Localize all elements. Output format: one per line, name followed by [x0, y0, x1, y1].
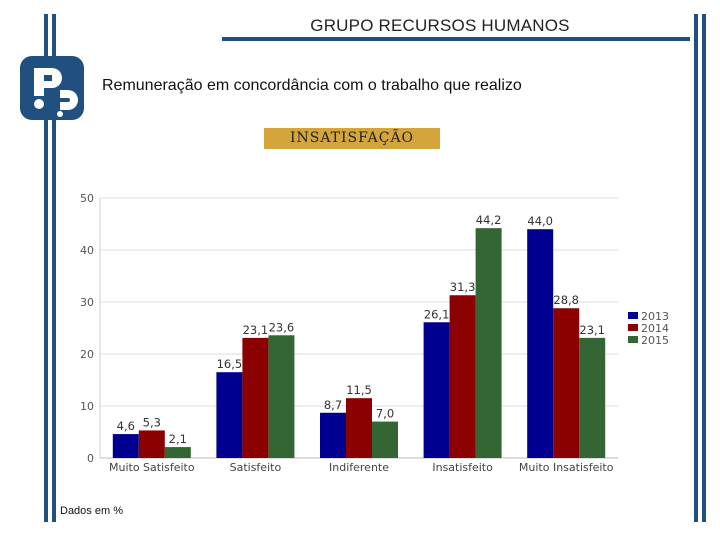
y-tick-label: 20 — [80, 348, 94, 361]
data-label: 4,6 — [117, 419, 135, 433]
x-tick-label: Satisfeito — [230, 461, 282, 474]
bar-2014 — [553, 308, 580, 458]
bar-2015 — [372, 421, 398, 458]
data-label: 8,7 — [324, 398, 342, 412]
bar-2013 — [216, 372, 243, 458]
data-label: 16,5 — [217, 357, 243, 371]
chart-subtitle: Remuneração em concordância com o trabal… — [102, 77, 522, 94]
data-label: 2,1 — [169, 432, 187, 446]
bar-2015 — [475, 228, 502, 458]
x-tick-label: Indiferente — [329, 461, 389, 474]
bar-2013 — [320, 412, 346, 458]
frame-right-bar-inner — [702, 14, 706, 522]
data-label: 7,0 — [376, 407, 394, 421]
data-label: 28,8 — [553, 293, 579, 307]
bar-2015 — [164, 447, 191, 458]
y-tick-label: 40 — [80, 244, 94, 257]
data-label: 26,1 — [424, 307, 450, 321]
legend-label: 2015 — [641, 334, 669, 347]
units-footnote: Dados em % — [60, 505, 123, 517]
y-tick-label: 30 — [80, 296, 94, 309]
frame-right-bar-outer — [694, 14, 698, 522]
legend-swatch-2013 — [628, 312, 638, 319]
legend-swatch-2014 — [628, 324, 638, 331]
bar-2014 — [242, 337, 269, 458]
bar-2015 — [579, 337, 606, 458]
bar-2013 — [423, 322, 450, 458]
x-tick-label: Muito Insatisfeito — [519, 461, 614, 474]
data-label: 23,6 — [269, 320, 295, 334]
x-tick-label: Insatisfeito — [432, 461, 493, 474]
legend-swatch-2015 — [628, 336, 638, 343]
y-tick-label: 50 — [80, 192, 94, 205]
data-label: 23,1 — [579, 323, 605, 337]
bar-2014 — [138, 430, 165, 458]
data-label: 23,1 — [243, 323, 269, 337]
data-label: 31,3 — [450, 280, 476, 294]
page-title: GRUPO RECURSOS HUMANOS — [310, 16, 570, 35]
frame-left-bar-inner — [52, 14, 56, 522]
data-label: 11,5 — [346, 383, 372, 397]
y-tick-label: 0 — [87, 452, 94, 465]
legend-label: 2013 — [641, 310, 669, 323]
bar-2014 — [346, 398, 372, 458]
company-logo-icon — [20, 56, 84, 120]
x-tick-label: Muito Satisfeito — [109, 461, 195, 474]
data-label: 5,3 — [143, 415, 161, 429]
data-label: 44,0 — [527, 214, 553, 228]
legend-label: 2014 — [641, 322, 669, 335]
y-tick-label: 10 — [80, 400, 94, 413]
bar-2015 — [268, 335, 295, 458]
category-badge: INSATISFAÇÃO — [264, 128, 440, 149]
bar-2013 — [527, 229, 554, 458]
bar-2013 — [112, 434, 139, 458]
bar-2014 — [449, 295, 476, 458]
frame-left-bar-outer — [44, 14, 48, 522]
data-label: 44,2 — [476, 213, 502, 227]
header-underline — [222, 37, 690, 41]
